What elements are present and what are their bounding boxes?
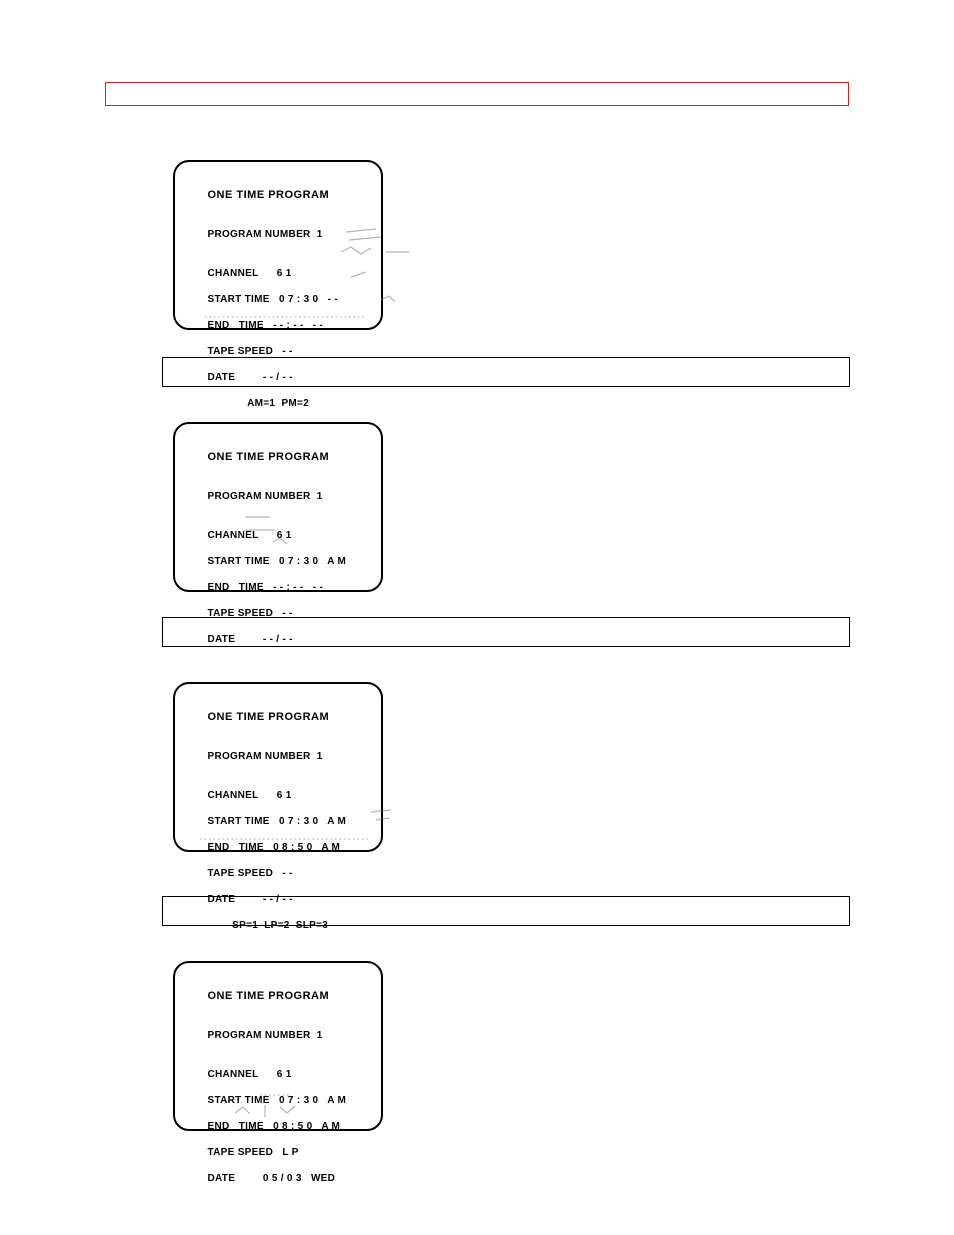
field-channel: CHANNEL 6 1: [207, 790, 291, 801]
field-date: DATE - - / - -: [207, 372, 292, 383]
vcr-screen-panel-4: ONE TIME PROGRAM PROGRAM NUMBER 1 CHANNE…: [173, 961, 383, 1131]
field-end-time: END TIME 0 8 : 5 0 A M: [207, 1121, 340, 1132]
noise-dots-icon: [200, 834, 370, 844]
field-start-time: START TIME 0 7 : 3 0 A M: [207, 816, 346, 827]
panel-subtitle: PROGRAM NUMBER 1: [207, 1030, 322, 1041]
field-start-time: START TIME 0 7 : 3 0 - -: [207, 294, 337, 305]
panel-title: ONE TIME PROGRAM: [207, 451, 329, 463]
panel-subtitle: PROGRAM NUMBER 1: [207, 491, 322, 502]
field-tape-speed: TAPE SPEED - -: [207, 868, 292, 879]
field-date: DATE 0 5 / 0 3 WED: [207, 1173, 335, 1184]
field-channel: CHANNEL 6 1: [207, 268, 291, 279]
noise-icon: [245, 512, 305, 572]
noise-icon: [235, 1101, 315, 1121]
panel-title: ONE TIME PROGRAM: [207, 711, 329, 723]
panel-title: ONE TIME PROGRAM: [207, 990, 329, 1002]
panel-subtitle: PROGRAM NUMBER 1: [207, 229, 322, 240]
field-channel: CHANNEL 6 1: [207, 1069, 291, 1080]
page: ONE TIME PROGRAM PROGRAM NUMBER 1 CHANNE…: [0, 0, 954, 1235]
vcr-screen-panel-1: ONE TIME PROGRAM PROGRAM NUMBER 1 CHANNE…: [173, 160, 383, 330]
field-tape-speed: TAPE SPEED - -: [207, 346, 292, 357]
field-tape-speed: TAPE SPEED L P: [207, 1147, 298, 1158]
vcr-screen-panel-2: ONE TIME PROGRAM PROGRAM NUMBER 1 CHANNE…: [173, 422, 383, 592]
noise-dots-icon: [205, 312, 365, 322]
panel-3-text: ONE TIME PROGRAM PROGRAM NUMBER 1 CHANNE…: [189, 698, 346, 945]
noise-dots-icon: [260, 1091, 290, 1099]
panel-footer: SP=1 LP=2 SLP=3: [207, 920, 328, 931]
field-tape-speed: TAPE SPEED - -: [207, 608, 292, 619]
top-banner-box: [105, 82, 849, 106]
vcr-screen-panel-3: ONE TIME PROGRAM PROGRAM NUMBER 1 CHANNE…: [173, 682, 383, 852]
panel-footer: AM=1 PM=2: [207, 398, 309, 409]
panel-title: ONE TIME PROGRAM: [207, 189, 329, 201]
field-date: DATE - - / - -: [207, 634, 292, 645]
noise-icon: [341, 222, 411, 312]
panel-subtitle: PROGRAM NUMBER 1: [207, 751, 322, 762]
field-end-time: END TIME - - : - - - -: [207, 582, 323, 593]
field-date: DATE - - / - -: [207, 894, 292, 905]
noise-icon: [371, 802, 411, 832]
panel-1-text: ONE TIME PROGRAM PROGRAM NUMBER 1 CHANNE…: [189, 176, 338, 423]
